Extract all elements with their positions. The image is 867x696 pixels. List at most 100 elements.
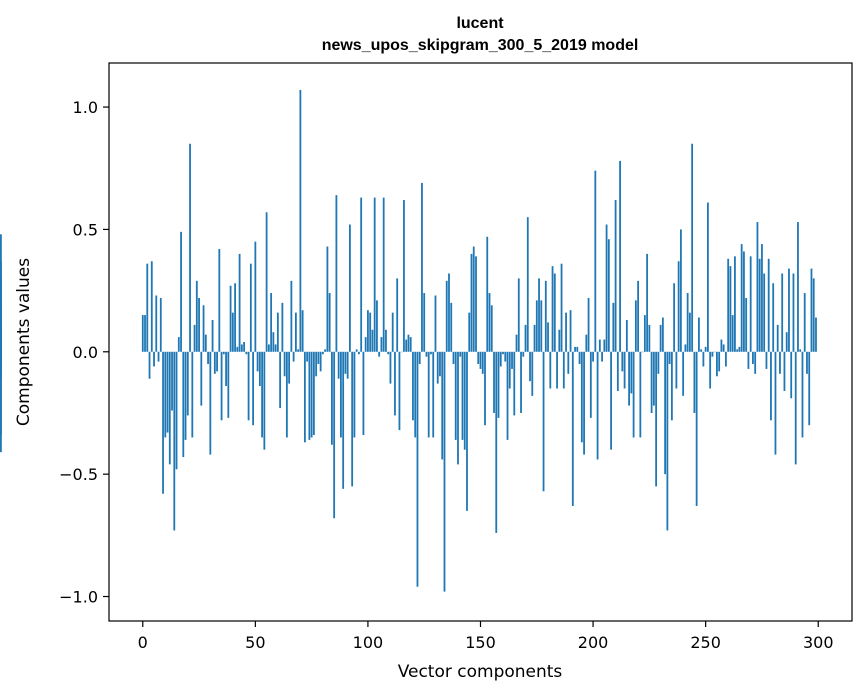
bar bbox=[607, 239, 610, 352]
bar bbox=[182, 351, 185, 458]
bar bbox=[790, 351, 793, 399]
bar bbox=[371, 329, 374, 352]
bar bbox=[513, 351, 516, 416]
bar bbox=[448, 273, 450, 352]
bar bbox=[630, 351, 633, 394]
bar bbox=[747, 351, 750, 369]
bar bbox=[367, 310, 369, 352]
bar bbox=[688, 312, 691, 352]
bar bbox=[659, 324, 662, 352]
bar bbox=[220, 351, 223, 421]
bar bbox=[180, 231, 182, 352]
bar bbox=[601, 351, 603, 362]
bar bbox=[774, 351, 777, 455]
bar bbox=[562, 351, 565, 389]
bar bbox=[171, 351, 173, 411]
bar bbox=[434, 295, 437, 352]
bar bbox=[761, 244, 763, 352]
bar bbox=[382, 197, 385, 352]
bar bbox=[682, 351, 685, 396]
bar bbox=[270, 293, 273, 352]
bar bbox=[387, 351, 390, 355]
bar bbox=[394, 351, 396, 416]
bar bbox=[698, 317, 700, 352]
bar bbox=[423, 293, 426, 352]
y-axis-label: Components values bbox=[14, 258, 34, 426]
y-tick-label: −0.5 bbox=[59, 465, 98, 484]
bar bbox=[466, 351, 468, 511]
bar bbox=[637, 280, 640, 352]
bar bbox=[709, 351, 712, 389]
bar bbox=[695, 351, 698, 506]
bar bbox=[344, 351, 347, 374]
x-axis-ticks: 0 50 100 150 200 250 300 bbox=[138, 621, 834, 652]
bar bbox=[252, 351, 254, 426]
x-tick-label: 50 bbox=[245, 633, 265, 652]
bar bbox=[544, 280, 547, 352]
bar bbox=[308, 351, 311, 440]
bar bbox=[285, 351, 288, 438]
y-tick-label: 1.0 bbox=[73, 98, 98, 117]
bar bbox=[294, 312, 297, 352]
bar bbox=[461, 351, 464, 440]
bar bbox=[569, 310, 572, 352]
bar bbox=[231, 312, 234, 352]
bar bbox=[245, 351, 248, 355]
bar bbox=[459, 351, 462, 357]
bar bbox=[792, 273, 795, 352]
bar bbox=[522, 351, 525, 357]
bar bbox=[240, 344, 243, 352]
bar bbox=[335, 195, 338, 352]
bar bbox=[497, 351, 500, 418]
bar bbox=[612, 302, 615, 352]
bar bbox=[299, 89, 302, 352]
bar bbox=[173, 351, 176, 531]
bar bbox=[418, 351, 421, 365]
bar bbox=[290, 280, 293, 352]
bar bbox=[587, 297, 590, 352]
bar bbox=[535, 300, 538, 352]
bar bbox=[538, 278, 540, 352]
bar bbox=[745, 297, 748, 352]
bar bbox=[589, 351, 592, 418]
bar bbox=[679, 229, 682, 352]
bar bbox=[677, 261, 680, 352]
bar bbox=[718, 351, 721, 372]
bar bbox=[776, 324, 779, 352]
bar bbox=[288, 351, 291, 384]
bar bbox=[585, 334, 588, 352]
bar bbox=[207, 351, 209, 365]
bar bbox=[378, 351, 381, 357]
bar bbox=[236, 346, 239, 352]
bar bbox=[628, 351, 630, 406]
bar bbox=[265, 212, 268, 352]
bar bbox=[148, 351, 151, 379]
bar bbox=[670, 351, 673, 421]
bar bbox=[479, 351, 482, 369]
bar bbox=[502, 351, 504, 355]
bar bbox=[616, 351, 619, 391]
bar bbox=[565, 312, 567, 352]
bar bbox=[499, 351, 502, 367]
bar bbox=[596, 351, 599, 460]
bar bbox=[213, 351, 216, 374]
bar bbox=[195, 280, 198, 352]
bar bbox=[425, 351, 428, 357]
bar bbox=[146, 263, 149, 352]
bar bbox=[414, 351, 417, 438]
bar bbox=[317, 351, 320, 365]
bar bbox=[391, 312, 394, 352]
bar bbox=[209, 351, 212, 455]
bar bbox=[673, 283, 676, 352]
bar bbox=[646, 253, 649, 352]
bar bbox=[276, 312, 279, 352]
bar bbox=[385, 329, 387, 352]
bar bbox=[421, 182, 423, 352]
bar bbox=[815, 317, 817, 352]
bar bbox=[306, 351, 309, 362]
bar bbox=[781, 273, 784, 352]
bar bbox=[184, 351, 187, 440]
bar bbox=[675, 351, 678, 389]
bar bbox=[191, 351, 194, 438]
